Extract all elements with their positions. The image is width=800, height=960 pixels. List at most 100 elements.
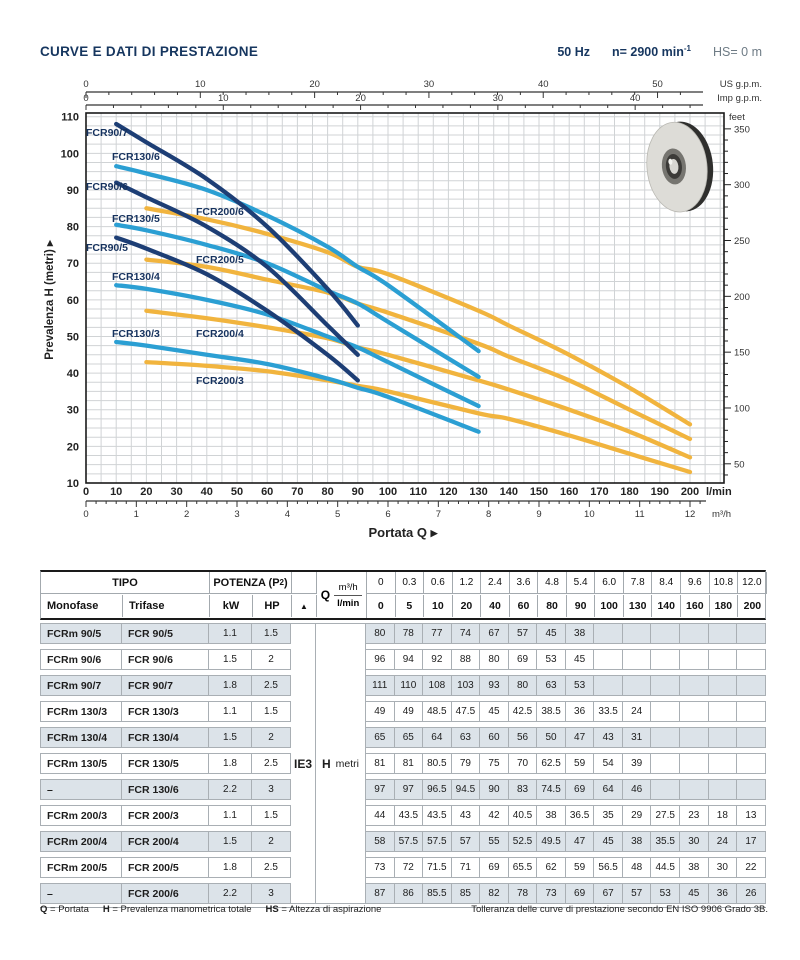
- plot-border: [85, 112, 725, 484]
- cell-head-value: 80: [508, 675, 538, 696]
- x-axis-tick-label: 60: [261, 486, 273, 498]
- col-header-monofase: Monofase: [41, 595, 123, 617]
- x-axis-tick-label: 100: [379, 486, 397, 498]
- cell-head-value: 44: [366, 805, 395, 826]
- feet-tick-label: 250: [734, 236, 750, 247]
- cell-head-value: 69: [565, 883, 595, 904]
- x-axis-tick-label: 20: [140, 486, 152, 498]
- cell-head-value: 43.5: [423, 805, 452, 826]
- cell-hp: 1.5: [252, 701, 291, 722]
- ie3-efficiency-badge: IE3: [291, 623, 316, 904]
- cell-head-value: [737, 675, 766, 696]
- curve-FCR130-4: [114, 283, 481, 409]
- cell-head-value: 87: [366, 883, 395, 904]
- curve-label-FCR130-5: FCR130/5: [112, 213, 160, 225]
- curve-label-FCR130-4: FCR130/4: [112, 271, 160, 283]
- q-unit-lmin: l/min: [334, 595, 363, 609]
- col-header-potenza: POTENZA (P 2): [210, 572, 292, 594]
- lmin-header-value: 10: [424, 595, 453, 617]
- cell-head-value: 33.5: [594, 701, 623, 722]
- cell-head-value: [737, 623, 766, 644]
- y-axis-title: Prevalenza H (metri) ▸: [44, 239, 56, 360]
- curve-FCR200-3: [144, 359, 693, 475]
- cell-head-value: [708, 649, 738, 670]
- cell-head-value: 64: [594, 779, 623, 800]
- cell-head-value: 24: [708, 831, 738, 852]
- cell-head-value: 30: [680, 831, 709, 852]
- cell-head-value: 71.5: [423, 857, 452, 878]
- cell-head-value: 31: [622, 727, 652, 748]
- m3h-tick-label: 0: [83, 509, 88, 520]
- m3h-header-value: 1.2: [452, 572, 482, 594]
- cell-head-value: 26: [737, 883, 766, 904]
- cell-head-value: 53: [565, 675, 595, 696]
- m3h-header-value: 7.8: [623, 572, 653, 594]
- cell-head-value: [737, 727, 766, 748]
- curve-label-FCR200-5: FCR200/5: [196, 254, 244, 266]
- cell-head-value: 111: [366, 675, 395, 696]
- cell-head-value: 110: [394, 675, 424, 696]
- cell-head-value: 97: [366, 779, 395, 800]
- cell-head-value: [594, 649, 623, 670]
- cell-hp: 2.5: [252, 857, 291, 878]
- cell-head-value: 94.5: [451, 779, 481, 800]
- cell-head-value: 88: [451, 649, 481, 670]
- curve-FCR200-4: [144, 308, 693, 460]
- m3h-header-value: 2.4: [481, 572, 510, 594]
- cell-kw: 1.8: [209, 753, 252, 774]
- m3h-tick-label: 12: [685, 509, 696, 520]
- cell-head-value: [680, 779, 709, 800]
- cell-head-value: 93: [480, 675, 509, 696]
- cell-head-value: 65: [394, 727, 424, 748]
- usgpm-tick-label: 20: [309, 79, 320, 90]
- usgpm-tick-label: 30: [424, 79, 435, 90]
- cell-head-value: 45: [594, 831, 623, 852]
- cell-head-value: 71: [451, 857, 481, 878]
- cell-monofase: FCRm 90/6: [40, 649, 122, 670]
- usgpm-tick-label: 50: [652, 79, 663, 90]
- tolerance-note: Tolleranza delle curve di prestazione se…: [471, 904, 768, 915]
- impgpm-tick-label: 10: [218, 93, 229, 104]
- cell-head-value: 18: [708, 805, 738, 826]
- triangle-icon: ▲: [292, 595, 317, 617]
- q-unit-m3h: m³/h: [338, 582, 358, 593]
- cell-monofase: FCRm 200/4: [40, 831, 122, 852]
- grid: [86, 113, 724, 483]
- x-axis-tick-label: 0: [83, 486, 89, 498]
- footnote: Q = Portata H = Prevalenza manometrica to…: [40, 904, 768, 915]
- cell-trifase: FCR 130/6: [122, 779, 209, 800]
- col-header-hp: HP: [253, 595, 292, 617]
- curve-FCR90-5: [114, 235, 360, 383]
- m3h-header-value: 0: [367, 572, 396, 594]
- cell-trifase: FCR 130/3: [122, 701, 209, 722]
- m3h-tick-label: 8: [486, 509, 491, 520]
- cell-head-value: 69: [508, 649, 538, 670]
- y-axis-tick-label: 70: [67, 258, 79, 270]
- cell-head-value: 103: [451, 675, 481, 696]
- x-axis-tick-label: 130: [469, 486, 487, 498]
- m3h-header-value: 5.4: [566, 572, 596, 594]
- cell-head-value: 70: [508, 753, 538, 774]
- cell-head-value: 63: [451, 727, 481, 748]
- y-axis-tick-label: 50: [67, 331, 79, 343]
- cell-head-value: 74.5: [537, 779, 566, 800]
- m3h-tick-label: 5: [335, 509, 340, 520]
- m3h-header-value: 4.8: [538, 572, 567, 594]
- cell-head-value: 54: [594, 753, 623, 774]
- cell-hp: 3: [252, 883, 291, 904]
- cell-head-value: 49.5: [537, 831, 566, 852]
- cell-head-value: 45: [480, 701, 509, 722]
- cell-head-value: [651, 675, 681, 696]
- cell-hp: 2.5: [252, 675, 291, 696]
- col-header-trifase: Trifase: [123, 595, 210, 617]
- cell-head-value: 82: [480, 883, 509, 904]
- cell-trifase: FCR 200/6: [122, 883, 209, 904]
- x-axis-tick-label: 90: [352, 486, 364, 498]
- lmin-header-value: 5: [396, 595, 425, 617]
- cell-head-value: [680, 727, 709, 748]
- legend-item: HS = Altezza di aspirazione: [265, 904, 382, 915]
- cell-head-value: [680, 701, 709, 722]
- x-axis-tick-label: 180: [620, 486, 638, 498]
